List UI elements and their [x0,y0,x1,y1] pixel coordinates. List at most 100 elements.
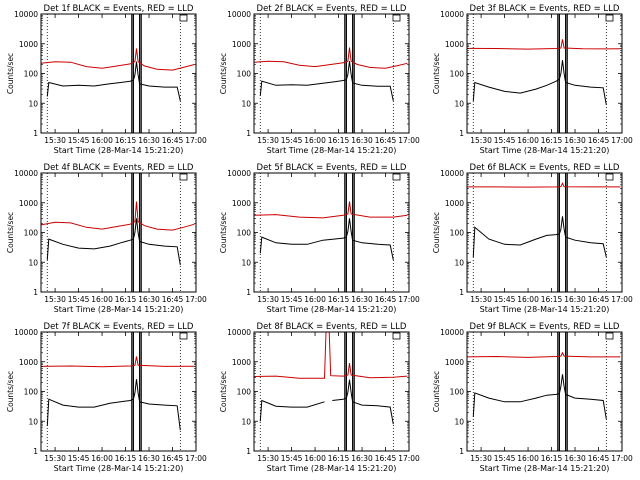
x-axis-label: Start Time (28-Mar-14 15:21:20) [267,146,397,155]
y-tick-label: 1 [459,447,464,456]
x-tick-label: 16:15 [115,136,137,145]
black-events-series [259,379,394,425]
x-tick-label: 17:00 [398,295,420,304]
y-tick-label: 10 [241,258,251,267]
x-tick-label: 17:00 [398,136,420,145]
x-tick-label: 16:15 [328,295,350,304]
y-tick-label: 10000 [227,328,251,337]
y-tick-label: 10 [241,99,251,108]
y-tick-label: 1 [459,129,464,138]
x-tick-label: 15:30 [44,295,66,304]
x-tick-label: 15:30 [470,295,492,304]
y-tick-label: 1000 [445,199,464,208]
plot-frame [40,331,197,452]
x-tick-label: 15:45 [281,295,303,304]
x-tick-label: 16:00 [517,136,539,145]
plot-frame [253,331,410,452]
y-tick-label: 100 [237,229,252,238]
y-tick-label: 10 [454,258,464,267]
x-axis-label: Start Time (28-Mar-14 15:21:20) [267,305,397,314]
y-tick-label: 10000 [227,10,251,19]
red-lld-series [467,182,621,188]
black-events-series [472,374,607,419]
y-tick-label: 1 [33,129,38,138]
panel-9: Det 9f BLACK = Events, RED = LLD 1 10 100 10… [432,322,633,473]
panel-7: Det 7f BLACK = Events, RED = LLD 1 10 100 10… [6,322,207,473]
chart-title: Det 7f BLACK = Events, RED = LLD [44,322,194,332]
x-tick-label: 16:30 [351,136,373,145]
y-axis-label: Counts/sec [219,371,228,412]
y-axis-label: Counts/sec [432,371,441,412]
y-tick-label: 1 [246,288,251,297]
panel-6: Det 6f BLACK = Events, RED = LLD 1 10 100 10… [432,163,633,314]
chart-title: Det 9f BLACK = Events, RED = LLD [470,322,620,332]
x-tick-label: 15:30 [257,295,279,304]
x-axis-label: Start Time (28-Mar-14 15:21:20) [480,146,610,155]
y-tick-label: 10000 [440,169,464,178]
x-tick-label: 16:00 [91,454,113,463]
x-tick-label: 16:30 [564,295,586,304]
panel-8: Det 8f BLACK = Events, RED = LLD 1 10 100 10… [219,322,420,473]
black-events-series [259,61,394,102]
y-axis-label: Counts/sec [6,212,15,253]
red-lld-series [40,201,195,231]
y-tick-label: 1000 [19,40,38,49]
y-tick-label: 10 [241,417,251,426]
x-tick-label: 16:45 [588,136,610,145]
x-tick-label: 15:45 [281,454,303,463]
black-events-series [46,379,181,431]
x-tick-label: 15:45 [494,454,516,463]
plot-frame [466,172,623,293]
x-tick-label: 15:30 [257,454,279,463]
x-tick-label: 16:00 [517,454,539,463]
legend-box [392,14,401,22]
x-tick-label: 16:45 [588,454,610,463]
plot-frame [466,331,623,452]
x-tick-label: 15:30 [44,454,66,463]
panel-2: Det 2f BLACK = Events, RED = LLD 1 10 100 10… [219,4,420,155]
x-tick-label: 16:45 [162,454,184,463]
red-lld-series [466,351,621,358]
legend-box [392,173,401,181]
red-lld-series [40,48,195,71]
x-tick-label: 15:30 [44,136,66,145]
x-tick-label: 17:00 [611,295,633,304]
y-tick-label: 10 [454,99,464,108]
panel-4: Det 4f BLACK = Events, RED = LLD 1 10 100 10… [6,163,207,314]
chart-title: Det 2f BLACK = Events, RED = LLD [257,4,407,14]
x-tick-label: 15:30 [257,136,279,145]
chart-title: Det 6f BLACK = Events, RED = LLD [470,163,620,173]
x-tick-label: 16:15 [541,454,563,463]
y-tick-label: 10 [28,99,38,108]
plot-frame [253,13,410,134]
x-tick-label: 17:00 [611,454,633,463]
chart-title: Det 1f BLACK = Events, RED = LLD [44,4,194,14]
x-tick-label: 16:45 [588,295,610,304]
x-tick-label: 17:00 [398,454,420,463]
y-tick-label: 1000 [232,199,251,208]
y-tick-label: 1 [459,288,464,297]
red-lld-series [253,201,408,219]
x-tick-label: 16:30 [351,295,373,304]
y-axis-label: Counts/sec [219,53,228,94]
chart-title: Det 4f BLACK = Events, RED = LLD [44,163,194,173]
x-tick-label: 16:15 [115,295,137,304]
x-axis-label: Start Time (28-Mar-14 15:21:20) [480,305,610,314]
x-tick-label: 15:45 [68,136,90,145]
chart-title: Det 5f BLACK = Events, RED = LLD [257,163,407,173]
legend-box [605,14,614,22]
black-events-series [46,218,181,266]
x-tick-label: 16:00 [304,295,326,304]
x-axis-label: Start Time (28-Mar-14 15:21:20) [54,146,184,155]
plot-frame [466,13,623,134]
y-axis-label: Counts/sec [6,371,15,412]
y-tick-label: 1 [246,129,251,138]
chart-title: Det 3f BLACK = Events, RED = LLD [470,4,620,14]
y-tick-label: 100 [24,70,39,79]
x-tick-label: 16:30 [564,454,586,463]
legend-box [179,14,188,22]
x-tick-label: 15:30 [470,454,492,463]
legend-box [605,332,614,340]
y-tick-label: 1000 [232,358,251,367]
black-events-series [46,61,181,102]
